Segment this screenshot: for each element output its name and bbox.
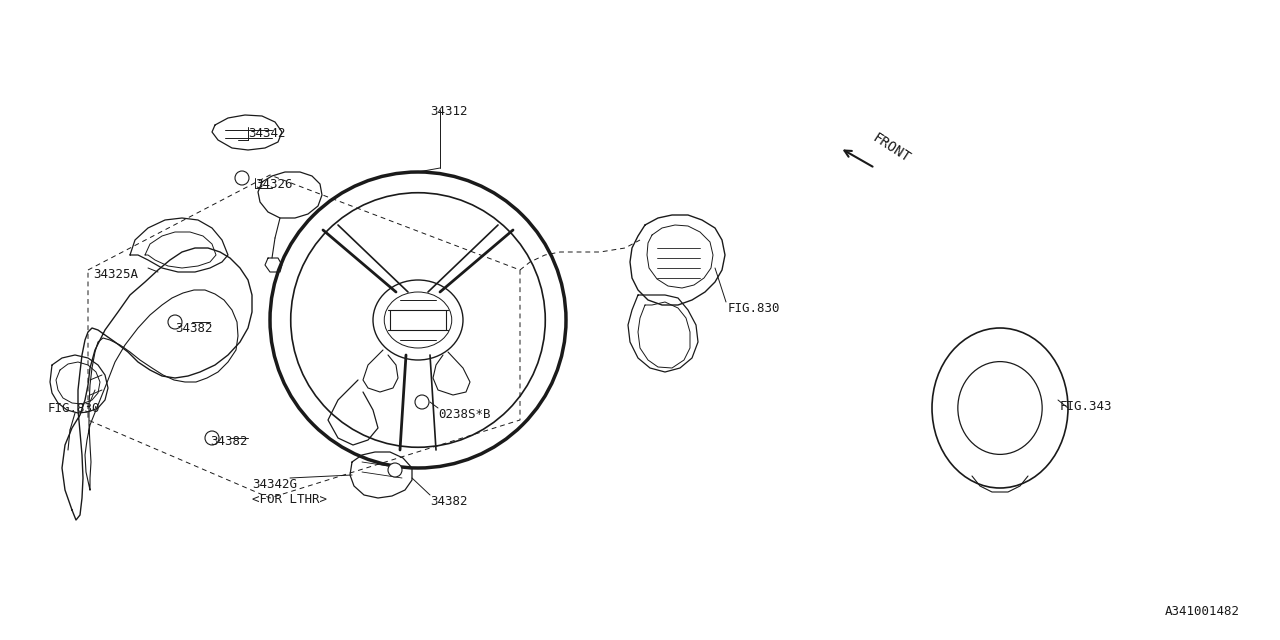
Circle shape bbox=[236, 171, 250, 185]
Text: 34382: 34382 bbox=[430, 495, 467, 508]
Text: 34382: 34382 bbox=[175, 322, 212, 335]
Text: A341001482: A341001482 bbox=[1165, 605, 1240, 618]
Circle shape bbox=[168, 315, 182, 329]
Text: 0238S*B: 0238S*B bbox=[438, 408, 490, 421]
Circle shape bbox=[205, 431, 219, 445]
Text: 34342G: 34342G bbox=[252, 478, 297, 491]
Text: FIG.343: FIG.343 bbox=[1060, 400, 1112, 413]
Text: FIG.830: FIG.830 bbox=[728, 302, 781, 315]
Text: <FOR LTHR>: <FOR LTHR> bbox=[252, 493, 326, 506]
Text: 34326: 34326 bbox=[255, 178, 293, 191]
Text: 34312: 34312 bbox=[430, 105, 467, 118]
Circle shape bbox=[388, 463, 402, 477]
Text: FRONT: FRONT bbox=[870, 131, 913, 165]
Text: FIG.830: FIG.830 bbox=[49, 402, 101, 415]
Circle shape bbox=[415, 395, 429, 409]
Text: 34342: 34342 bbox=[248, 127, 285, 140]
Text: 34382: 34382 bbox=[210, 435, 247, 448]
Text: 34325A: 34325A bbox=[93, 268, 138, 281]
